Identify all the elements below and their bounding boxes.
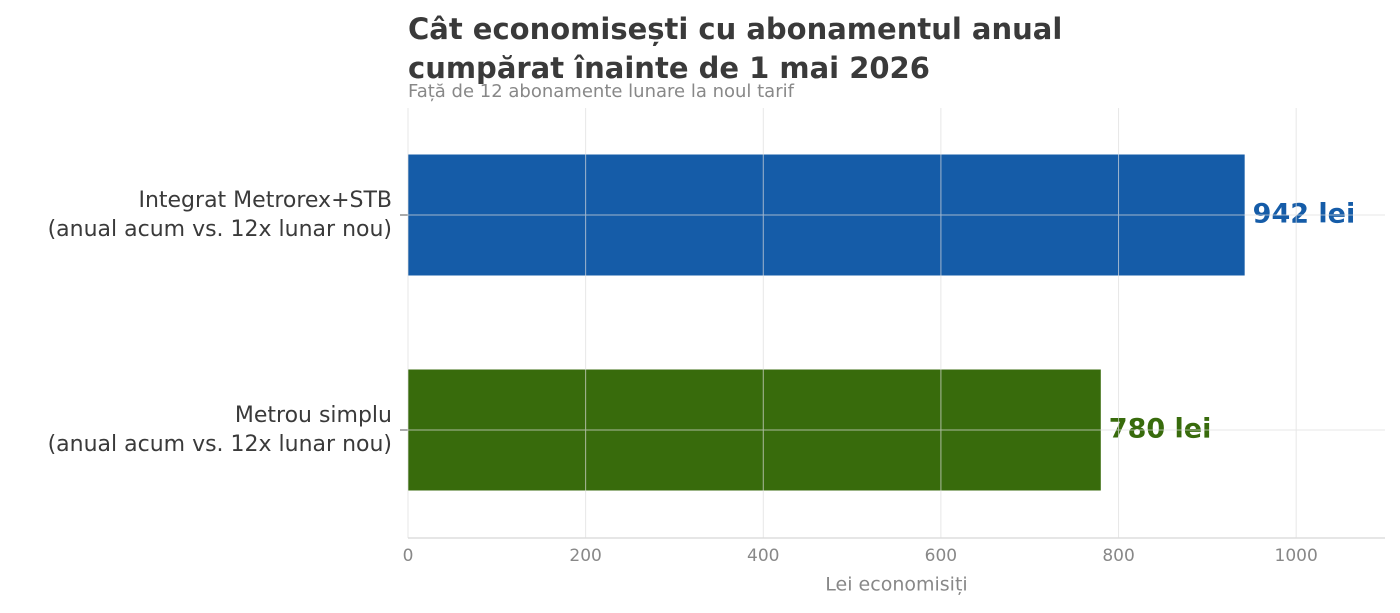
x-tick-label: 600 <box>925 546 957 566</box>
grid <box>407 108 1385 538</box>
x-tick-label: 400 <box>747 546 779 566</box>
x-tick-label: 1000 <box>1275 546 1318 566</box>
chart-subtitle: Față de 12 abonamente lunare la noul tar… <box>408 81 794 102</box>
value-label: 780 lei <box>1109 414 1212 445</box>
x-tick-label: 200 <box>569 546 601 566</box>
chart-title: Cât economisești cu abonamentul anual cu… <box>408 12 1063 85</box>
x-tick-label: 0 <box>403 546 414 566</box>
y-tick-label: Metrou simplu (anual acum vs. 12x lunar … <box>47 403 392 457</box>
x-tick-label: 800 <box>1102 546 1134 566</box>
x-axis-label: Lei economisiți <box>825 574 967 596</box>
y-tick-label: Integrat Metrorex+STB (anual acum vs. 12… <box>47 188 392 242</box>
value-label: 942 lei <box>1253 199 1356 230</box>
